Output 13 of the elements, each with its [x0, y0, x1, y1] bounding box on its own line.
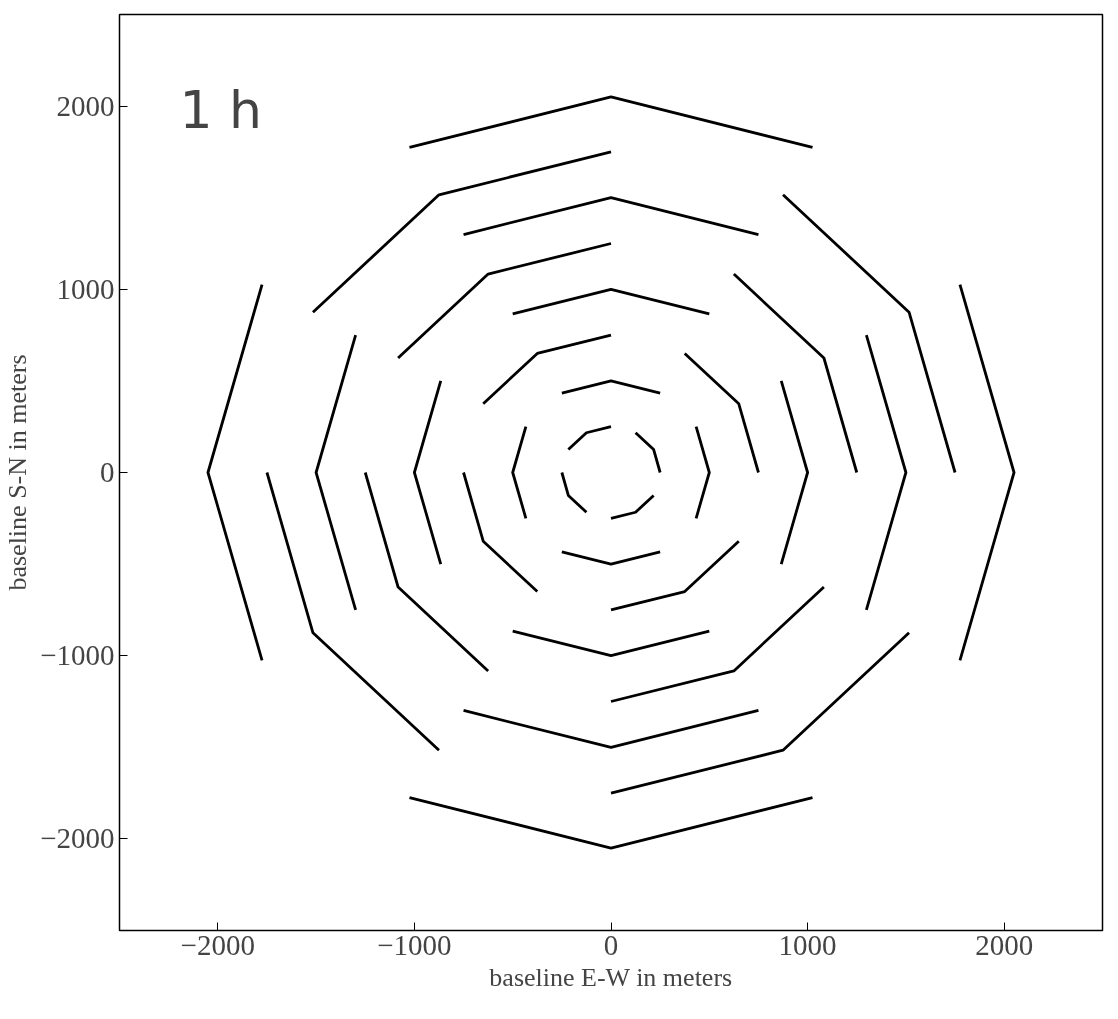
annotation: 1 h [179, 79, 263, 140]
y-axis-title: baseline S-N in meters [3, 354, 33, 591]
x-axis-title: baseline E-W in meters [489, 962, 733, 992]
x-tick-label: −2000 [180, 928, 255, 961]
y-tick-label: 2000 [56, 89, 115, 122]
y-tick-label: −2000 [40, 822, 115, 855]
y-tick-label: 0 [100, 456, 115, 488]
y-tick-label: 1000 [56, 272, 115, 305]
x-tick-label: −1000 [377, 928, 452, 961]
x-tick-label: 1000 [778, 928, 837, 961]
y-tick-label: −1000 [40, 639, 115, 672]
x-tick-label: 0 [603, 928, 619, 961]
x-tick-label: 2000 [975, 928, 1034, 961]
